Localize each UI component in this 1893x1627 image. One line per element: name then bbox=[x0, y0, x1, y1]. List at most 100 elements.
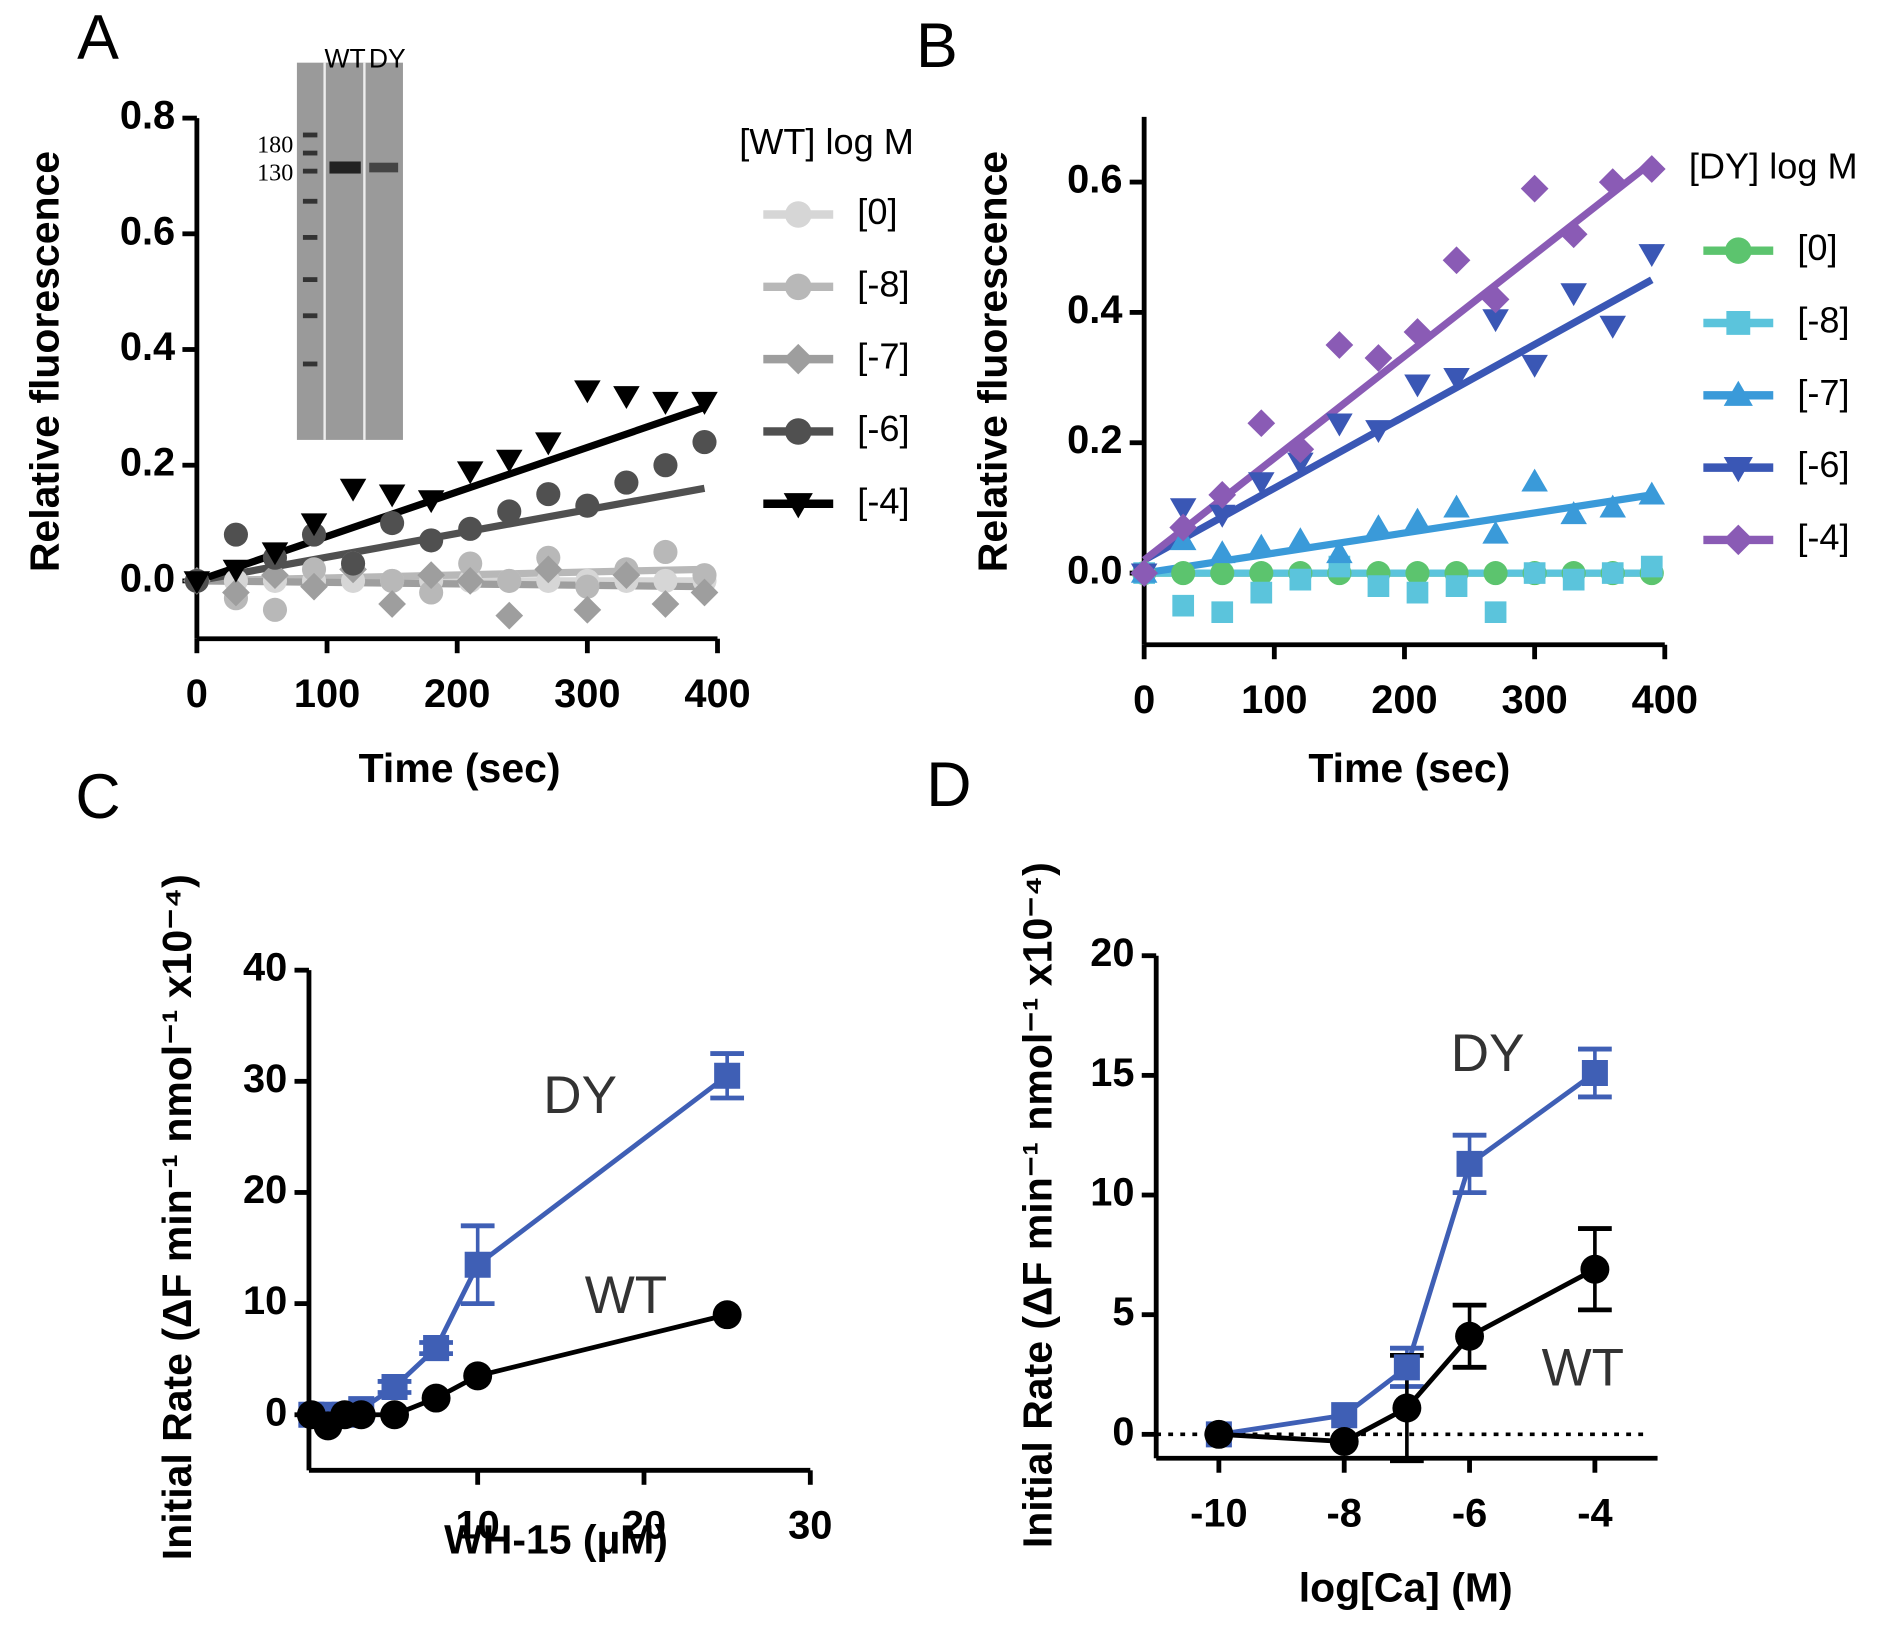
marker bbox=[339, 478, 367, 502]
marker bbox=[1404, 374, 1431, 398]
legend-label: [-4] bbox=[857, 480, 909, 521]
marker bbox=[1637, 155, 1666, 183]
marker bbox=[1172, 594, 1195, 617]
marker bbox=[1403, 318, 1432, 346]
x-tick-label: -8 bbox=[1327, 1492, 1362, 1536]
y-tick-label: 0 bbox=[1112, 1410, 1134, 1454]
series-annotation: DY bbox=[543, 1066, 617, 1125]
marker bbox=[1445, 575, 1468, 597]
y-tick-label: 5 bbox=[1112, 1290, 1134, 1334]
series-annotation: WT bbox=[1542, 1339, 1624, 1398]
marker bbox=[496, 449, 523, 473]
marker bbox=[1130, 559, 1159, 587]
panel-1: B 0.0 0.2 0.4 0.6 0 100 200 300 400 Time (sec) Rela… bbox=[916, 11, 1858, 791]
legend-label: [-8] bbox=[857, 263, 909, 304]
marker bbox=[690, 578, 719, 607]
marker bbox=[1562, 568, 1585, 591]
marker bbox=[535, 432, 562, 456]
marker bbox=[1329, 1427, 1359, 1456]
x-tick-label: -10 bbox=[1190, 1492, 1247, 1536]
marker bbox=[497, 499, 522, 524]
marker bbox=[534, 555, 563, 584]
marker bbox=[1598, 168, 1627, 196]
marker bbox=[1287, 527, 1314, 551]
marker bbox=[536, 482, 561, 507]
marker bbox=[692, 563, 717, 588]
legend-marker bbox=[785, 201, 812, 228]
panel-label: D bbox=[926, 750, 971, 820]
x-tick-label: 30 bbox=[788, 1504, 832, 1548]
marker bbox=[261, 542, 289, 566]
marker bbox=[458, 516, 483, 541]
marker bbox=[378, 590, 406, 618]
marker bbox=[1331, 1402, 1358, 1429]
x-tick-label: 400 bbox=[684, 672, 750, 716]
marker bbox=[712, 1300, 742, 1330]
marker bbox=[575, 493, 600, 518]
legend-marker bbox=[1723, 457, 1753, 483]
marker bbox=[1521, 354, 1548, 378]
marker bbox=[1581, 1059, 1608, 1086]
marker bbox=[1580, 1254, 1610, 1284]
panel-2: C 0 10 20 30 40 10 20 30 WH-15 (µM) Initial Rate (… bbox=[75, 762, 832, 1562]
x-axis-title: Time (sec) bbox=[1308, 745, 1510, 791]
x-tick-label: 20 bbox=[622, 1504, 666, 1548]
marker bbox=[692, 430, 717, 455]
marker bbox=[1211, 601, 1234, 624]
marker bbox=[1520, 174, 1549, 203]
marker bbox=[614, 470, 639, 495]
marker bbox=[421, 1383, 451, 1413]
legend-label: [0] bbox=[857, 191, 897, 232]
marker bbox=[380, 568, 405, 593]
marker bbox=[1365, 420, 1392, 443]
marker bbox=[714, 1062, 741, 1089]
x-tick-label: 0 bbox=[186, 672, 208, 716]
legend-label: [-7] bbox=[857, 336, 909, 377]
lane-label: WT bbox=[325, 43, 366, 73]
y-axis-title: Initial Rate (ΔF min⁻¹ nmol⁻¹ x10⁻⁴) bbox=[154, 874, 200, 1560]
marker bbox=[1249, 561, 1274, 586]
marker bbox=[495, 601, 524, 630]
legend-label: [-4] bbox=[1797, 516, 1849, 557]
marker bbox=[613, 386, 640, 410]
marker bbox=[1365, 514, 1392, 538]
marker bbox=[1560, 501, 1587, 525]
legend-label: [-6] bbox=[1797, 444, 1849, 485]
marker bbox=[1443, 367, 1470, 391]
ladder bbox=[302, 132, 318, 367]
marker bbox=[1367, 575, 1390, 597]
marker bbox=[691, 391, 718, 415]
x-axis-title: log[Ca] (M) bbox=[1299, 1565, 1513, 1611]
marker bbox=[1406, 581, 1429, 604]
marker bbox=[381, 1373, 408, 1400]
y-tick-label: 20 bbox=[243, 1168, 287, 1212]
marker bbox=[1482, 309, 1509, 333]
marker bbox=[1521, 468, 1548, 492]
y-tick-label: 0.4 bbox=[1067, 288, 1122, 332]
marker bbox=[1405, 561, 1430, 586]
marker bbox=[1250, 581, 1273, 604]
y-tick-label: 10 bbox=[1090, 1171, 1134, 1215]
marker bbox=[262, 597, 288, 622]
marker bbox=[346, 1400, 376, 1430]
gel-inset bbox=[296, 62, 403, 440]
marker bbox=[261, 561, 289, 589]
marker bbox=[1601, 562, 1624, 584]
marker bbox=[1208, 481, 1237, 509]
legend-marker bbox=[783, 343, 814, 375]
ladder-label: 180 bbox=[257, 133, 293, 159]
y-tick-label: 0.4 bbox=[120, 325, 175, 369]
legend-label: [0] bbox=[1797, 227, 1837, 268]
marker bbox=[1248, 533, 1275, 557]
y-tick-label: 15 bbox=[1090, 1051, 1134, 1095]
legend-title: [WT] log M bbox=[739, 121, 914, 162]
marker bbox=[497, 568, 522, 593]
x-tick-label: -4 bbox=[1577, 1492, 1612, 1536]
marker bbox=[183, 571, 211, 595]
legend-marker bbox=[785, 273, 812, 301]
legend-title: [DY] log M bbox=[1689, 145, 1858, 186]
marker bbox=[1443, 494, 1470, 518]
marker bbox=[301, 557, 327, 582]
marker bbox=[1171, 561, 1196, 586]
